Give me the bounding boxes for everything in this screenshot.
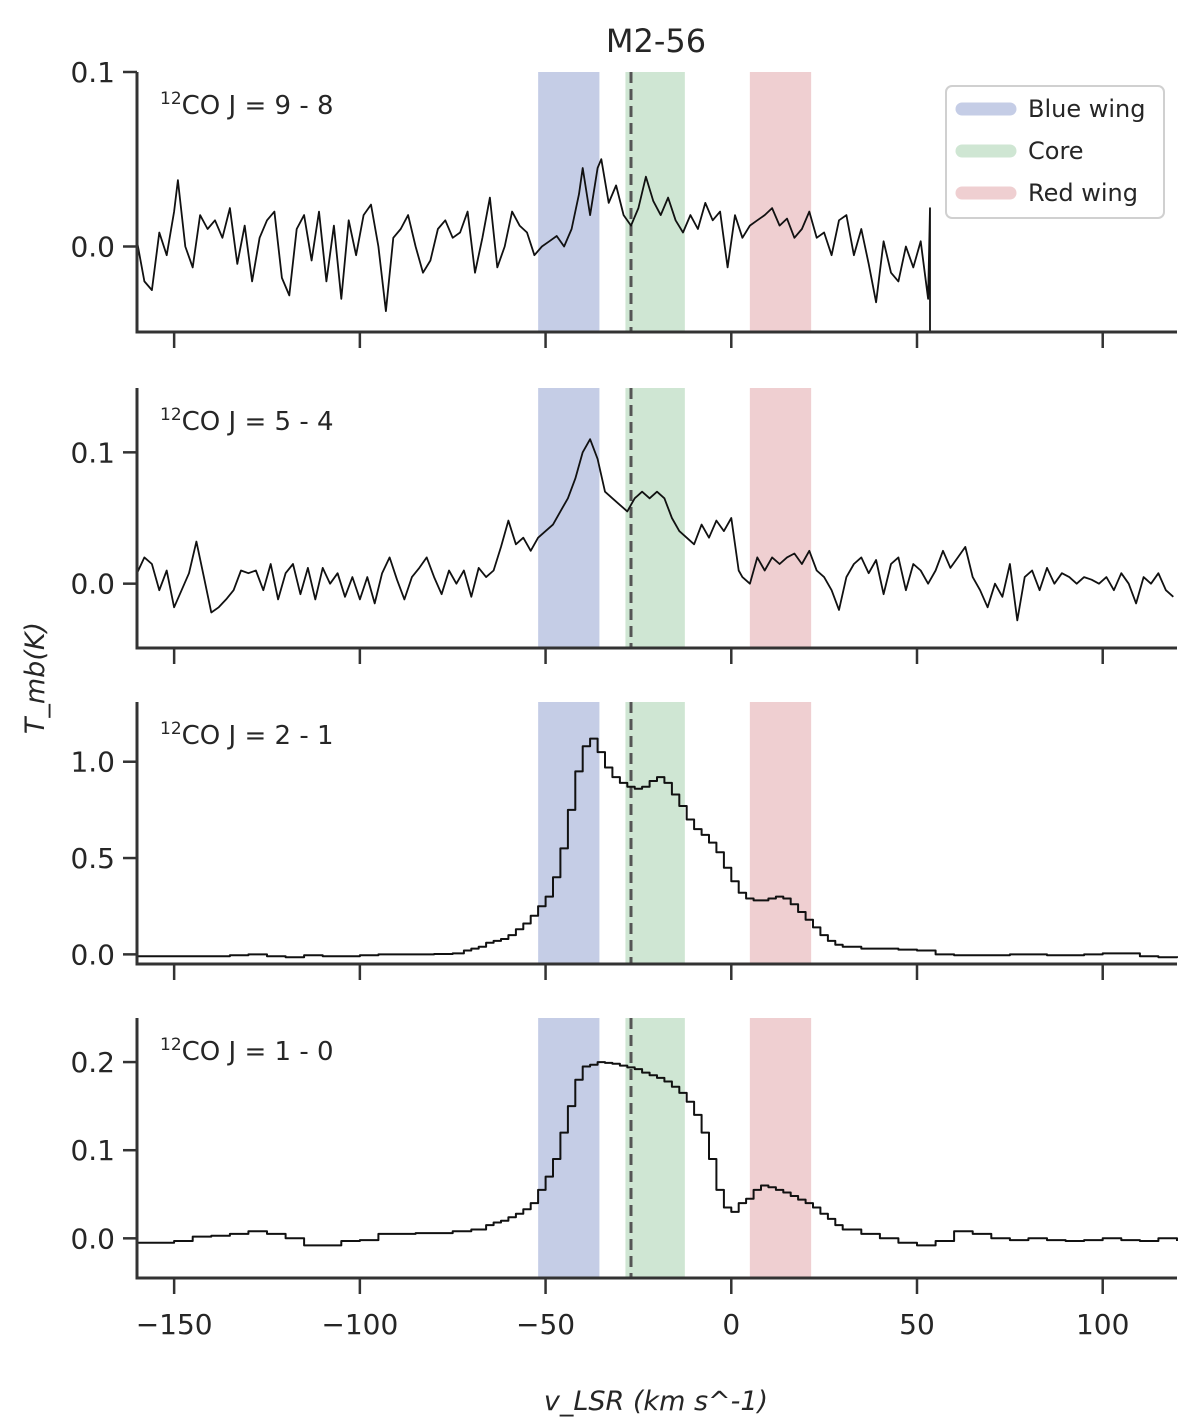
x-tick-label: 50 [899,1308,935,1341]
band-red-wing [749,388,812,648]
band-blue-wing [538,72,600,332]
y-tick-label: 1.0 [70,746,115,779]
panel-label: 12CO J = 9 - 8 [160,89,334,121]
chart-title: M2-56 [606,22,706,60]
spectrum-line [136,158,931,332]
y-tick-label: 0.0 [70,1222,115,1255]
band-blue-wing [538,388,600,648]
y-tick-label: 0.5 [70,842,115,875]
x-axis-title: v_LSR (km s^-1) [544,1386,768,1417]
y-tick-label: 0.1 [70,1134,115,1167]
band-core [625,702,685,964]
x-tick-label: −100 [321,1308,398,1341]
y-tick-label: 0.0 [70,568,115,601]
band-core [625,388,685,648]
panel-label: 12CO J = 5 - 4 [160,405,334,437]
panel-label: 12CO J = 1 - 0 [160,1035,334,1067]
legend-entry-red-wing: Red wing [1028,179,1138,207]
y-tick-label: 0.1 [70,56,115,89]
legend-entry-core: Core [1028,137,1084,165]
panel-2: 0.0 0.1 12CO J = 5 - 4 [70,388,1177,664]
panel-label: 12CO J = 2 - 1 [160,719,334,751]
legend-entry-blue-wing: Blue wing [1028,95,1145,123]
y-tick-label: 0.0 [70,230,115,263]
x-tick-label: −150 [136,1308,213,1341]
band-red-wing [749,1018,812,1278]
band-blue-wing [538,1018,600,1278]
legend-frame [945,85,1165,219]
spectrum-line [137,1061,1178,1247]
band-red-wing [749,72,812,332]
x-tick-labels: −150 −100 −50 0 50 100 [136,1308,1130,1341]
panel-3: 0.0 0.5 1.0 12CO J = 2 - 1 [70,702,1178,980]
x-tick-label: 0 [722,1308,740,1341]
y-axis-title: T_mb(K) [20,622,51,734]
panel-4: 0.0 0.1 0.2 12CO J = 1 - 0 [70,1018,1178,1294]
spectrum-line [137,737,1178,959]
y-tick-label: 0.1 [70,436,115,469]
band-core [625,1018,685,1278]
y-tick-label: 0.0 [70,938,115,971]
legend: Blue wing Core Red wing [945,85,1165,219]
band-core [625,72,685,332]
y-tick-label: 0.2 [70,1046,115,1079]
panels-layer: 0.0 0.1 12CO J = 9 - 8 0.0 0.1 12CO J = 5 - 4… [70,56,1178,1341]
x-tick-label: 100 [1076,1308,1129,1341]
spectrum-line [136,438,1174,622]
band-red-wing [749,702,812,964]
x-tick-label: −50 [516,1308,575,1341]
panel-1: 0.0 0.1 12CO J = 9 - 8 [70,56,1177,348]
